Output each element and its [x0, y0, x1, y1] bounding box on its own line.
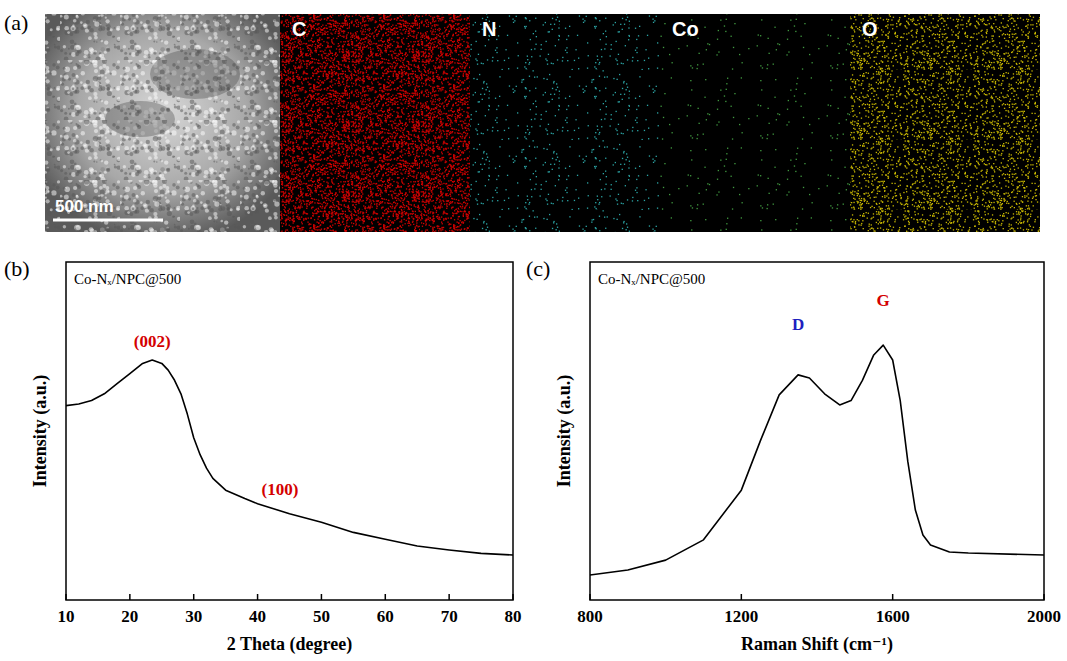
x-tick-label: 2000 [1027, 607, 1061, 626]
plot-frame [66, 262, 513, 600]
plot-frame [590, 262, 1044, 600]
x-tick [1043, 594, 1045, 600]
x-tick [512, 594, 514, 600]
element-label: N [482, 18, 496, 40]
sem-dark-region [105, 101, 175, 137]
peak-annotation: G [877, 291, 890, 310]
x-tick [892, 594, 894, 600]
x-tick-label: 50 [313, 607, 330, 626]
peak-annotation: D [792, 315, 804, 334]
sem-background [45, 14, 280, 232]
map-background [470, 14, 660, 232]
map-dots [850, 14, 1040, 232]
sem-dark-region [150, 49, 240, 99]
plot-area [590, 345, 1044, 575]
element-map: C [280, 14, 470, 232]
map-dots [280, 14, 470, 232]
x-tick-label: 40 [249, 607, 266, 626]
x-tick [321, 594, 323, 600]
element-label: C [292, 18, 306, 40]
map-background [660, 14, 850, 232]
data-line [66, 360, 513, 555]
peak-annotation: (002) [134, 332, 171, 351]
x-tick-label: 1200 [724, 607, 758, 626]
data-line [590, 345, 1044, 575]
chart: (b) 10 20 30 40 50 60 70 80 2 Theta (degree) Inten… [4, 256, 522, 655]
x-tick [193, 594, 195, 600]
x-tick [129, 594, 131, 600]
x-tick-label: 80 [505, 607, 522, 626]
x-tick [257, 594, 259, 600]
x-tick-label: 60 [377, 607, 394, 626]
element-label: Co [672, 18, 699, 40]
x-tick-label: 10 [58, 607, 75, 626]
map-dots [660, 14, 850, 232]
x-axis-title: 2 Theta (degree) [227, 634, 352, 655]
x-tick-label: 800 [577, 607, 603, 626]
x-tick [65, 594, 67, 600]
scale-bar [53, 219, 163, 222]
element-label: O [862, 18, 878, 40]
sem-texture [45, 14, 280, 232]
y-axis-title: Intensity (a.u.) [554, 375, 575, 488]
panel-label: (c) [526, 256, 550, 281]
map-dots [470, 14, 660, 232]
x-tick [448, 594, 450, 600]
panel-label: (a) [4, 10, 28, 35]
y-axis-title: Intensity (a.u.) [30, 375, 51, 488]
peak-annotation: (100) [262, 480, 299, 499]
element-map: N [470, 14, 660, 232]
panel-label: (b) [4, 256, 30, 281]
x-tick-label: 1600 [876, 607, 910, 626]
figure: (a) 500 nm C N Co O (b) 10 20 30 40 50 60 70 80 2 Theta… [0, 0, 1067, 661]
element-map: O [850, 14, 1040, 232]
x-tick [741, 594, 743, 600]
x-tick-label: 30 [185, 607, 202, 626]
x-tick [589, 594, 591, 600]
x-tick-label: 70 [441, 607, 458, 626]
x-axis-title: Raman Shift (cm⁻¹) [741, 634, 893, 655]
chart: (c) 800 1200 1600 2000 Raman Shift (cm⁻¹) Inte… [526, 256, 1061, 655]
chart-title: Co-Nₓ/NPC@500 [74, 271, 181, 287]
map-background [280, 14, 470, 232]
scale-bar-label: 500 nm [55, 197, 114, 216]
x-tick [385, 594, 387, 600]
map-background [850, 14, 1040, 232]
element-map: Co [660, 14, 850, 232]
chart-title: Co-Nₓ/NPC@500 [598, 271, 705, 287]
x-tick-label: 20 [121, 607, 138, 626]
sem-image: 500 nm [45, 14, 280, 232]
plot-area [66, 360, 513, 555]
